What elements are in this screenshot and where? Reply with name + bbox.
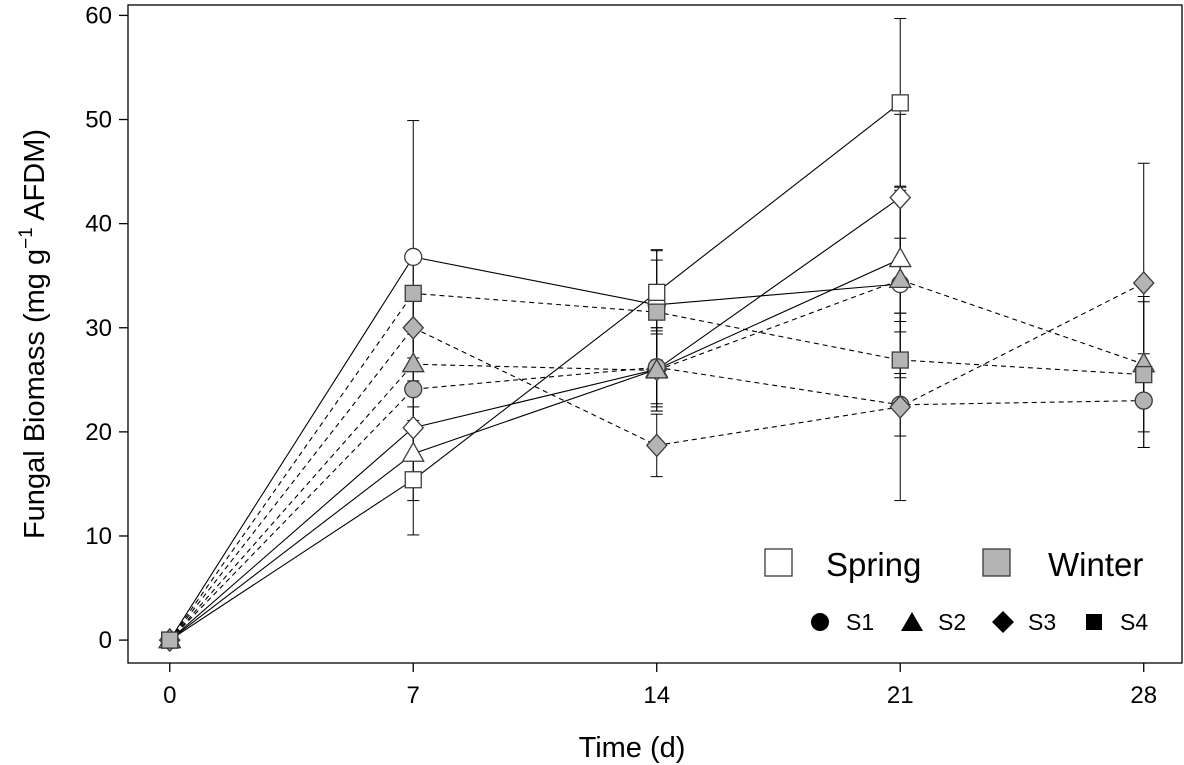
data-point-winter-s4	[648, 303, 666, 321]
x-tick-label: 0	[163, 682, 176, 709]
data-point-spring-s2	[401, 441, 425, 462]
error-bars	[407, 18, 1150, 536]
data-point-spring-s4	[648, 283, 666, 302]
data-point-spring-s3	[889, 185, 912, 210]
y-tick-label: 30	[85, 315, 112, 342]
data-point-winter-s2	[645, 358, 669, 379]
x-tick-label: 21	[887, 682, 914, 709]
y-tick-label: 50	[85, 107, 112, 134]
legend-swatch-spring	[764, 548, 793, 577]
data-point-winter-s1	[1134, 391, 1153, 410]
legend: Spring Winter S1 S2 S3 S4	[764, 546, 1148, 635]
ticks-layer: 0 7 14 21 28 0 10 20 30 40 50 60	[85, 2, 1157, 709]
legend-swatch-winter	[982, 548, 1011, 577]
data-point-winter-s4	[161, 631, 179, 649]
series-line-spring-s3	[169, 197, 901, 641]
series-line-spring-s1	[169, 256, 901, 641]
plot-frame	[127, 4, 1183, 664]
data-point-winter-s3	[889, 394, 912, 419]
y-tick-label: 0	[99, 627, 112, 654]
data-point-spring-s4	[404, 471, 422, 489]
x-tick-label: 28	[1130, 682, 1157, 709]
y-axis-title-tail: AFDM)	[19, 129, 51, 227]
legend-marker-diamond	[992, 611, 1014, 633]
y-tick-label: 10	[85, 523, 112, 550]
data-point-spring-s2	[888, 246, 912, 268]
series-markers	[158, 94, 1156, 653]
data-point-winter-s4	[404, 284, 422, 303]
legend-marker-square	[1086, 614, 1102, 630]
data-point-spring-s4	[891, 94, 909, 112]
x-tick-label: 14	[643, 682, 670, 709]
data-point-spring-s1	[404, 247, 423, 267]
legend-label-s4: S4	[1120, 609, 1148, 635]
data-point-winter-s2	[401, 351, 425, 373]
data-point-winter-s1	[404, 380, 423, 399]
series-line-spring-s4	[169, 102, 901, 641]
x-axis-title: Time (d)	[579, 732, 686, 764]
y-axis-title: Fungal Biomass (mg g−1 AFDM)	[16, 129, 51, 539]
y-axis-title-superscript: −1	[16, 227, 37, 249]
y-tick-label: 20	[85, 419, 112, 446]
data-point-winter-s3	[402, 315, 425, 340]
legend-marker-triangle	[901, 612, 923, 631]
series-layer	[158, 18, 1156, 653]
x-tick-label: 7	[407, 682, 420, 709]
series-line-spring-s2	[169, 258, 901, 641]
data-point-winter-s2	[888, 267, 912, 289]
legend-label-winter: Winter	[1048, 546, 1143, 583]
legend-label-s1: S1	[846, 609, 874, 635]
data-point-spring-s3	[402, 415, 425, 440]
series-line-winter-s2	[169, 279, 1144, 641]
data-point-winter-s3	[645, 433, 668, 458]
legend-label-s2: S2	[938, 609, 966, 635]
y-axis-title-main: Fungal Biomass (mg g	[19, 249, 51, 539]
data-point-winter-s4	[1135, 365, 1153, 384]
y-tick-label: 60	[85, 2, 112, 29]
data-point-winter-s4	[891, 351, 909, 369]
legend-marker-circle	[811, 613, 829, 631]
y-tick-label: 40	[85, 211, 112, 238]
legend-label-spring: Spring	[826, 546, 921, 583]
data-point-winter-s3	[1132, 271, 1155, 295]
legend-label-s3: S3	[1028, 609, 1056, 635]
